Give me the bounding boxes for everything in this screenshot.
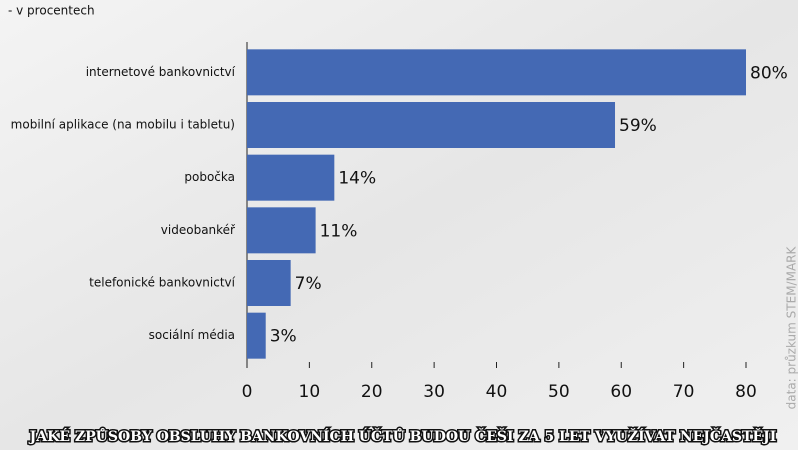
value-label: 7% [295,274,322,294]
bar [247,154,335,201]
x-tick-label: 20 [361,382,383,402]
y-tick-label: sociální média [149,328,235,342]
y-tick-label: telefonické bankovnictví [89,276,236,290]
bar [247,102,616,148]
value-label: 59% [619,116,657,136]
x-tick-label: 0 [242,382,253,402]
x-tick-label: 50 [548,382,570,402]
value-label: 11% [320,221,358,241]
x-tick-label: 30 [423,382,445,402]
value-label: 80% [750,63,788,83]
subtitle: - v procentech [8,4,95,18]
x-tick-label: 40 [486,382,508,402]
source: data: průzkum STEM/MARK [785,246,798,410]
value-label: 3% [270,327,297,347]
x-tick-label: 80 [735,382,757,402]
y-tick-label: pobočka [184,170,235,184]
x-tick-label: 60 [610,382,632,402]
y-tick-label: internetové bankovnictví [86,65,236,79]
value-label: 14% [338,169,376,189]
chart-title: JAKÉ ZPŮSOBY OBSLUHY BANKOVNÍCH ÚČTŮ BUD… [28,427,777,445]
x-tick-label: 10 [299,382,321,402]
bar [247,207,316,254]
bar [247,260,291,306]
y-tick-label: mobilní aplikace (na mobilu i tabletu) [11,118,235,132]
y-tick-label: videobankéř [161,223,236,237]
x-tick-label: 70 [673,382,695,402]
bar [247,49,746,96]
bar [247,312,266,359]
